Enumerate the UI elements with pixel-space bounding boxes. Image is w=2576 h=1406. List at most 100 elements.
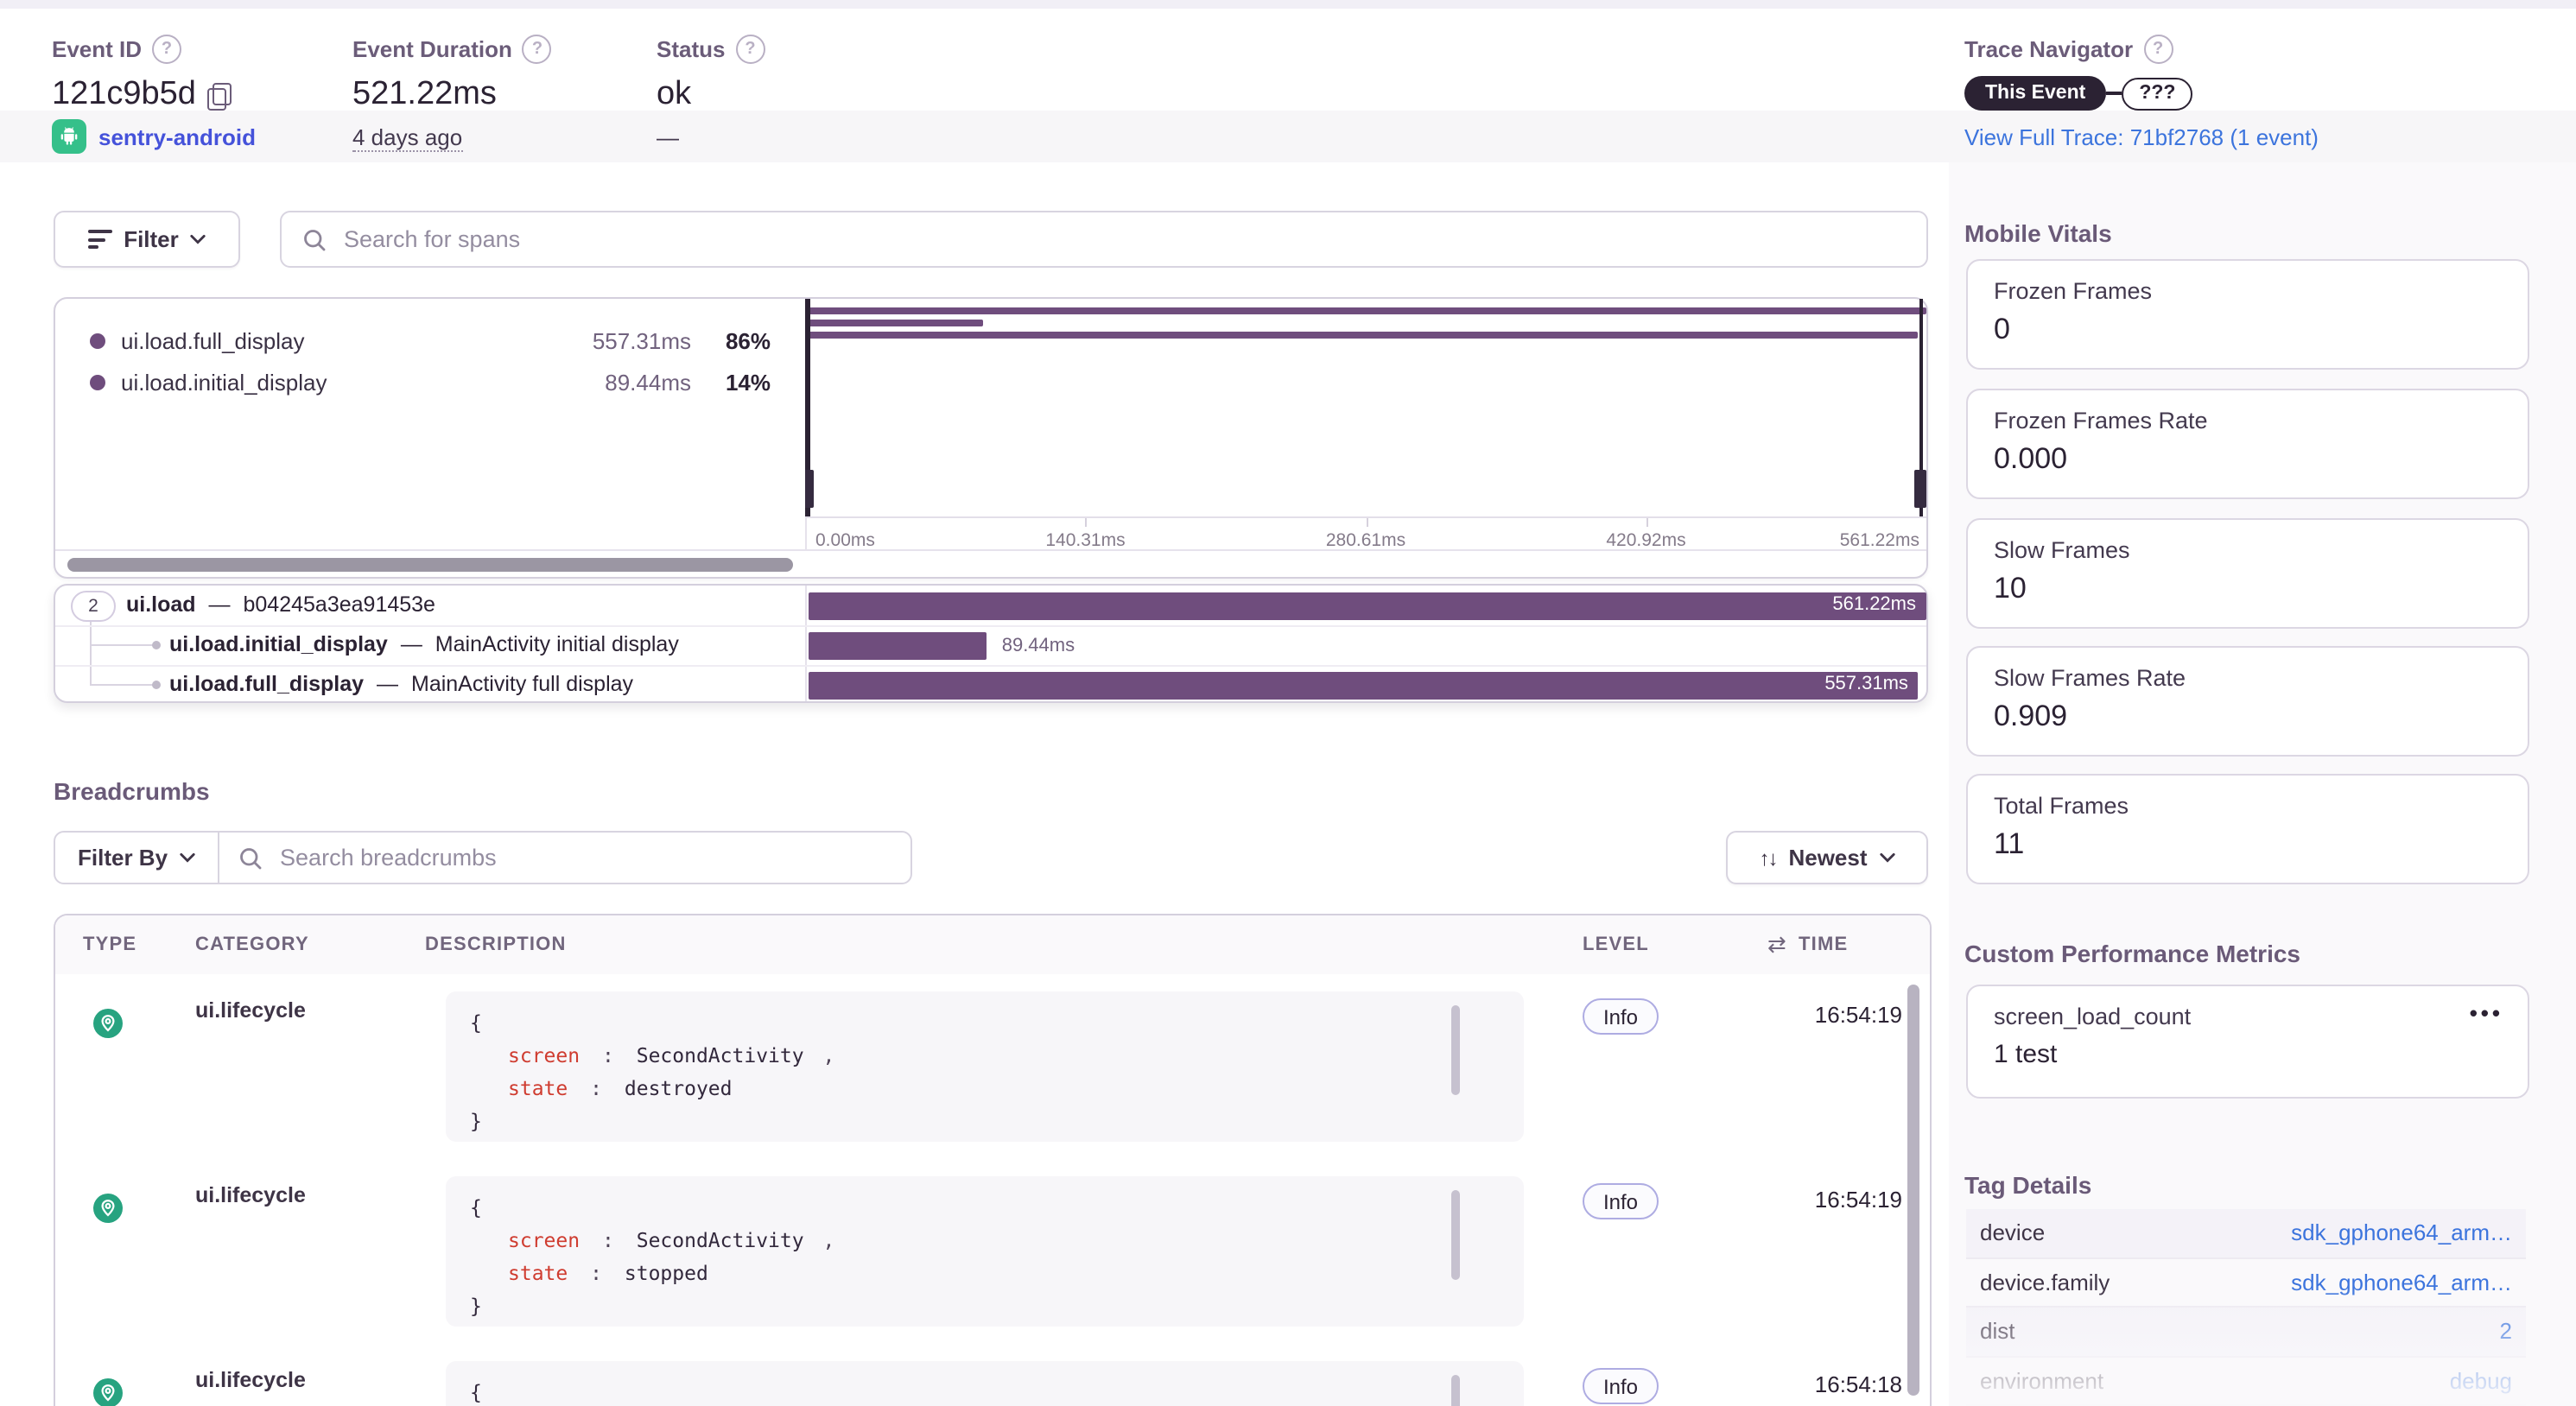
vital-value: 11 — [1994, 827, 2025, 860]
vital-label: Frozen Frames Rate — [1994, 408, 2208, 434]
trace-navigator-header: Trace Navigator ? — [1964, 35, 2173, 64]
breadcrumbs-table: TYPE CATEGORY DESCRIPTION LEVEL ⇄ TIME u… — [54, 914, 1932, 1406]
project-link[interactable]: sentry-android — [98, 124, 257, 149]
span-tree-row[interactable]: ui.load.full_display — MainActivity full… — [55, 665, 1926, 705]
overflow-menu-icon[interactable]: ••• — [2469, 1000, 2503, 1026]
span-bar[interactable]: 557.31ms — [809, 671, 1919, 699]
level-badge: Info — [1583, 1368, 1659, 1404]
span-bar-track: 561.22ms — [809, 592, 1926, 619]
breadcrumb-time: 16:54:18 — [1814, 1371, 1902, 1397]
spans-search[interactable] — [280, 211, 1928, 268]
event-age: 4 days ago — [352, 124, 463, 152]
tree-connector-dot — [152, 680, 161, 688]
tree-connector-dot — [152, 640, 161, 649]
this-event-pill[interactable]: This Event — [1964, 76, 2107, 111]
axis-tick — [1366, 518, 1367, 527]
code-block[interactable]: { screen : SecondActivity , state : stop… — [446, 1176, 1524, 1327]
code-key: screen — [508, 1228, 581, 1252]
span-tree-row[interactable]: 2 ui.load — b04245a3ea91453e 561.22ms — [55, 586, 1926, 627]
code-key: state — [508, 1261, 568, 1285]
axis-tick-label: 280.61ms — [1325, 530, 1406, 551]
breadcrumb-row: ui.lifecycle { Info 16:54:18 — [55, 1344, 1930, 1406]
search-icon — [240, 847, 262, 869]
tag-value-link[interactable]: sdk_gphone64_arm… — [2291, 1269, 2512, 1295]
code-line: { — [470, 1195, 482, 1219]
h-scroll-thumb[interactable] — [67, 558, 793, 572]
view-full-trace-link[interactable]: View Full Trace: 71bf2768 (1 event) — [1964, 124, 2319, 150]
copy-icon[interactable] — [207, 82, 232, 110]
code-line: } — [470, 1109, 482, 1133]
tag-value-link[interactable]: debug — [2449, 1367, 2512, 1394]
minimap-handle-right[interactable] — [1919, 299, 1923, 516]
code-key: screen — [508, 1043, 581, 1067]
breadcrumb-time: 16:54:19 — [1814, 1187, 1902, 1213]
project-row: sentry-android — [52, 117, 256, 155]
column-header-time[interactable]: TIME — [1799, 934, 1849, 955]
event-id-block: Event ID ? 121c9b5d — [52, 35, 232, 114]
chevron-down-icon — [1879, 852, 1895, 863]
legend-item[interactable]: ui.load.initial_display 89.44ms 14% — [55, 361, 805, 402]
code-value: SecondActivity — [636, 1043, 804, 1067]
tag-value-link[interactable]: 2 — [2499, 1318, 2512, 1345]
v-scroll-thumb[interactable] — [1907, 985, 1919, 1396]
span-color-dot — [90, 374, 105, 390]
help-icon[interactable]: ? — [522, 35, 552, 64]
code-value: destroyed — [624, 1076, 733, 1100]
breadcrumbs-search[interactable] — [219, 833, 910, 883]
breadcrumbs-search-input[interactable] — [276, 843, 891, 872]
tag-key: environment — [1980, 1367, 2104, 1394]
status-label: Status — [657, 36, 726, 62]
time-sort-icon[interactable]: ⇄ — [1767, 931, 1787, 957]
breadcrumbs-filter-search: Filter By — [54, 831, 912, 884]
tag-details-title: Tag Details — [1964, 1171, 2092, 1199]
breadcrumb-category: ui.lifecycle — [195, 1368, 306, 1392]
code-colon: : — [601, 1228, 614, 1252]
h-scrollbar[interactable] — [55, 549, 1926, 579]
minimap-handle-left[interactable] — [805, 299, 809, 516]
mobile-vitals-title: Mobile Vitals — [1964, 219, 2112, 247]
next-events-pill[interactable]: ??? — [2122, 77, 2193, 110]
code-key: state — [508, 1076, 568, 1100]
custom-metrics-title: Custom Performance Metrics — [1964, 940, 2301, 967]
span-tree-panel: 2 ui.load — b04245a3ea91453e 561.22ms ui… — [54, 584, 1928, 703]
span-bar[interactable]: 561.22ms — [809, 592, 1926, 619]
tag-value-link[interactable]: sdk_gphone64_arm… — [2291, 1219, 2512, 1246]
vital-card: Total Frames 11 — [1966, 774, 2529, 884]
code-line: state : stopped — [470, 1257, 1500, 1290]
filter-button[interactable]: Filter — [54, 211, 240, 268]
filter-by-button[interactable]: Filter By — [55, 833, 220, 883]
code-block[interactable]: { — [446, 1361, 1524, 1406]
top-nav-edge — [0, 0, 2576, 9]
span-tree-row[interactable]: ui.load.initial_display — MainActivity i… — [55, 625, 1926, 667]
code-block[interactable]: { screen : SecondActivity , state : dest… — [446, 991, 1524, 1142]
minimap-grabber-right[interactable] — [1914, 470, 1926, 508]
span-bar[interactable] — [809, 631, 987, 659]
legend-item[interactable]: ui.load.full_display 557.31ms 86% — [55, 320, 805, 361]
sort-button[interactable]: ↑↓ Newest — [1726, 831, 1928, 884]
spans-search-input[interactable] — [340, 225, 1906, 254]
help-icon[interactable]: ? — [735, 35, 765, 64]
code-value: SecondActivity — [636, 1228, 804, 1252]
minimap-grabber-left[interactable] — [805, 470, 814, 508]
breadcrumb-row: ui.lifecycle { screen : SecondActivity ,… — [55, 1159, 1930, 1346]
help-icon[interactable]: ? — [2143, 35, 2173, 64]
span-legend: ui.load.full_display 557.31ms 86% ui.loa… — [55, 320, 805, 402]
help-icon[interactable]: ? — [152, 35, 182, 64]
span-bar-track: 89.44ms — [809, 631, 1926, 659]
span-description: MainActivity full display — [411, 672, 634, 696]
sort-direction-icon: ↑↓ — [1759, 846, 1778, 870]
span-color-dot — [90, 332, 105, 348]
code-scroll-thumb[interactable] — [1451, 1375, 1460, 1406]
axis-tick-label: 561.22ms — [1839, 530, 1919, 551]
code-comma: , — [822, 1043, 835, 1067]
code-scroll-thumb[interactable] — [1451, 1005, 1460, 1095]
trace-navigator-label: Trace Navigator — [1964, 36, 2134, 62]
tag-row: environment debug — [1966, 1357, 2526, 1406]
span-count-badge[interactable]: 2 — [71, 591, 116, 622]
breadcrumbs-table-header: TYPE CATEGORY DESCRIPTION LEVEL ⇄ TIME — [55, 915, 1930, 978]
vital-label: Slow Frames Rate — [1994, 665, 2186, 691]
trace-minimap[interactable] — [805, 299, 1926, 516]
axis-tick-label: 0.00ms — [815, 530, 875, 551]
trace-connector — [2106, 92, 2122, 95]
code-scroll-thumb[interactable] — [1451, 1190, 1460, 1280]
